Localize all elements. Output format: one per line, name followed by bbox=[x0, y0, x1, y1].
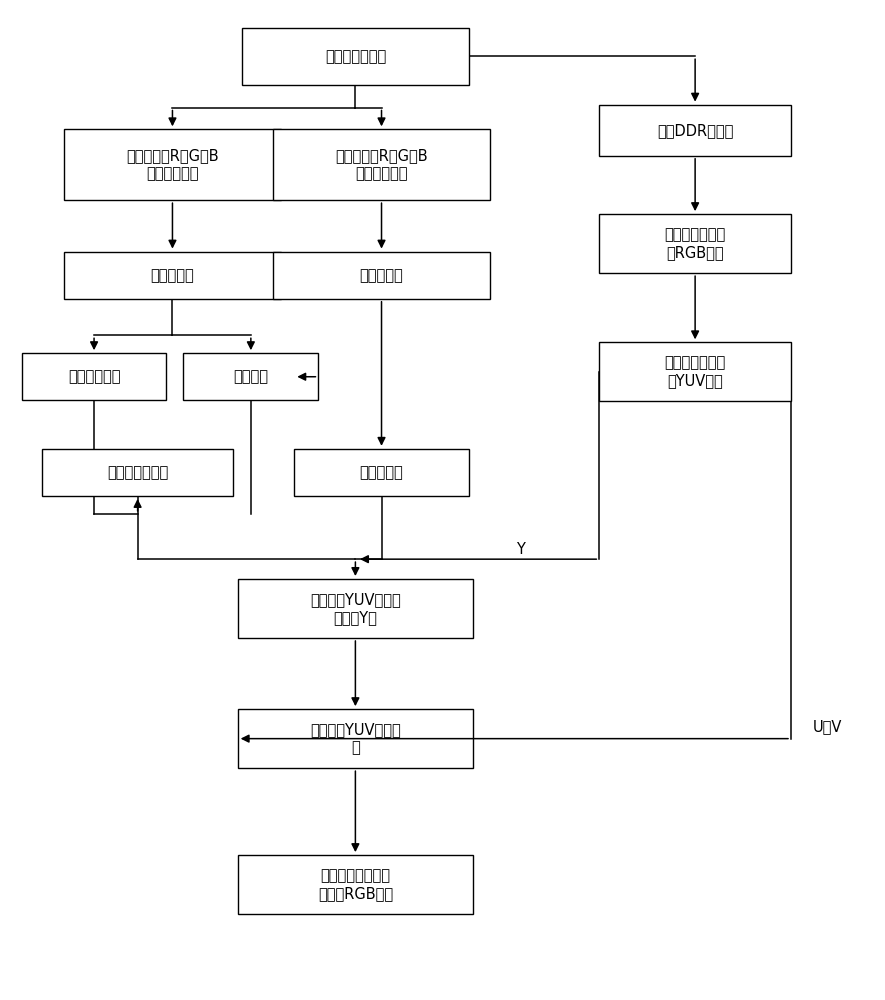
Bar bbox=[238, 709, 473, 768]
Bar bbox=[599, 342, 791, 401]
Bar bbox=[238, 579, 473, 638]
Text: 去雾后的YUV空间数
据: 去雾后的YUV空间数 据 bbox=[310, 722, 401, 755]
Text: 最大值矩阵: 最大值矩阵 bbox=[359, 268, 404, 283]
Text: 大气光成分: 大气光成分 bbox=[359, 465, 404, 480]
Text: 最小值矩阵: 最小值矩阵 bbox=[150, 268, 195, 283]
Text: 当前帧视频图像去
雾后的RGB数据: 当前帧视频图像去 雾后的RGB数据 bbox=[318, 868, 393, 901]
Bar bbox=[183, 353, 319, 400]
Bar bbox=[599, 214, 791, 273]
Bar bbox=[64, 251, 281, 299]
Bar bbox=[238, 855, 473, 914]
Text: 当前帧视频图像
的RGB数据: 当前帧视频图像 的RGB数据 bbox=[665, 227, 726, 260]
Text: 均值滤波: 均值滤波 bbox=[234, 369, 268, 384]
Text: U、V: U、V bbox=[812, 719, 843, 734]
Bar bbox=[599, 105, 791, 156]
Text: 最小值平均值: 最小值平均值 bbox=[68, 369, 120, 384]
Bar bbox=[273, 129, 490, 200]
Bar bbox=[295, 449, 469, 496]
Text: 当前帧视频图像: 当前帧视频图像 bbox=[325, 49, 386, 64]
Bar bbox=[242, 28, 469, 85]
Bar bbox=[22, 353, 165, 400]
Text: 外部DDR存储器: 外部DDR存储器 bbox=[657, 123, 734, 138]
Bar bbox=[64, 129, 281, 200]
Text: Y: Y bbox=[517, 542, 526, 557]
Text: 当前帧视频图像
的YUV数据: 当前帧视频图像 的YUV数据 bbox=[665, 356, 726, 388]
Bar bbox=[273, 251, 490, 299]
Text: 每一像素的R、G、B
值中的最大值: 每一像素的R、G、B 值中的最大值 bbox=[335, 149, 427, 181]
Bar bbox=[42, 449, 234, 496]
Text: 去雾后的YUV空间数
据中的Y值: 去雾后的YUV空间数 据中的Y值 bbox=[310, 592, 401, 625]
Text: 每一像素的R、G、B
值中的最小值: 每一像素的R、G、B 值中的最小值 bbox=[127, 149, 219, 181]
Text: 大气透射率矩阵: 大气透射率矩阵 bbox=[107, 465, 168, 480]
